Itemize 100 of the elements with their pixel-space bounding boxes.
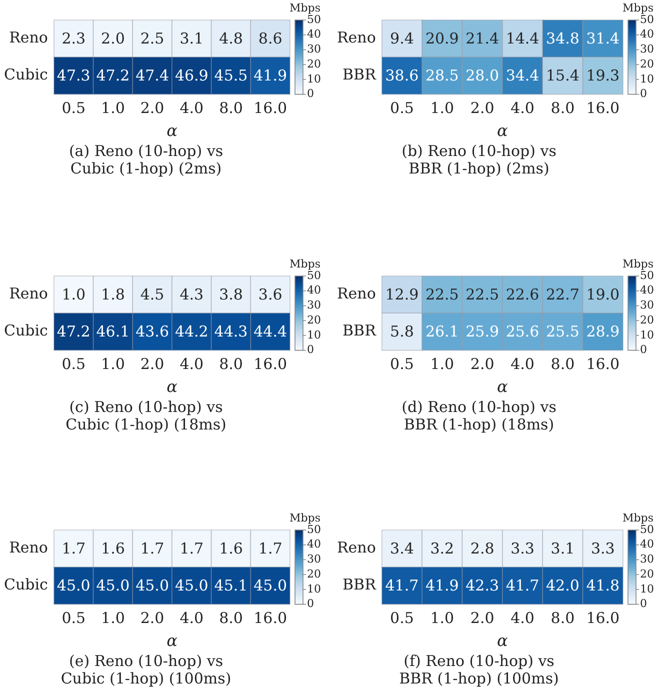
data-label: 1.7 <box>180 539 204 558</box>
data-label: 3.6 <box>258 285 282 304</box>
color-bar-title: Mbps <box>622 257 654 270</box>
color-bar-label: 40 <box>640 28 654 41</box>
color-bar-title: Mbps <box>290 1 321 14</box>
color-bar-label: 0 <box>307 343 314 356</box>
color-bar-label: 40 <box>640 284 654 297</box>
x-tick-label: 8.0 <box>219 99 243 118</box>
data-label: 2.0 <box>101 29 125 48</box>
x-tick-label: 16.0 <box>586 609 620 628</box>
x-tick-label: 2.0 <box>470 609 494 628</box>
data-label: 22.7 <box>546 285 580 304</box>
text: (a) Reno (10-hop) vs Cubic (1-hop) (2ms) <box>68 142 224 178</box>
data-label: 47.2 <box>56 322 90 341</box>
color-bar-label: 50 <box>640 522 654 536</box>
data-label: 45.0 <box>254 576 288 595</box>
x-axis-title: α <box>497 631 508 650</box>
x-tick-label: 0.5 <box>62 355 86 374</box>
data-label: 9.4 <box>390 29 414 48</box>
x-tick-label: 16.0 <box>254 609 288 628</box>
x-tick-label: 2.0 <box>140 99 164 118</box>
color-bar-label: 0 <box>640 343 647 356</box>
color-bar-label: 10 <box>307 72 321 86</box>
data-label: 43.6 <box>136 322 169 341</box>
y-tick-label: Cubic <box>4 66 48 84</box>
x-axis-title: α <box>497 377 508 396</box>
data-label: 45.5 <box>214 66 248 85</box>
data-label: 44.3 <box>214 322 248 341</box>
x-tick-label: 0.5 <box>62 609 86 628</box>
data-label: 26.1 <box>425 322 459 341</box>
data-label: 1.7 <box>62 539 86 558</box>
data-label: 19.0 <box>586 285 620 304</box>
y-tick-label: BBR <box>342 576 377 594</box>
x-tick-label: 8.0 <box>550 355 575 374</box>
color-bar-label: 0 <box>307 597 314 610</box>
color-bar-label: 40 <box>640 538 654 551</box>
data-label: 41.7 <box>385 576 419 595</box>
data-label: 47.3 <box>56 66 90 85</box>
data-label: 1.6 <box>101 539 125 558</box>
data-label: 8.6 <box>258 29 282 48</box>
color-bar-label: 30 <box>307 298 321 312</box>
x-tick-label: 0.5 <box>62 99 86 118</box>
x-tick-label: 16.0 <box>586 99 620 118</box>
data-label: 21.4 <box>466 29 500 48</box>
x-tick-label: 2.0 <box>470 355 494 374</box>
text: (c) Reno (10-hop) vs Cubic (1-hop) (18ms) <box>66 398 226 434</box>
x-tick-label: 16.0 <box>254 99 288 118</box>
data-label: 25.5 <box>546 322 580 341</box>
x-axis-title: α <box>166 121 178 140</box>
data-label: 38.6 <box>385 66 419 85</box>
color-bar-label: 0 <box>640 597 647 610</box>
data-label: 34.4 <box>506 66 540 85</box>
color-bar-label: 20 <box>640 313 654 326</box>
x-tick-label: 8.0 <box>219 609 243 628</box>
data-label: 20.9 <box>425 29 459 48</box>
data-label: 34.8 <box>546 29 580 48</box>
text: (b) Reno (10-hop) vs BBR (1-hop) (2ms) <box>402 142 556 178</box>
y-tick-label: Reno <box>336 284 376 302</box>
y-tick-label: Reno <box>336 28 376 46</box>
color-bar-label: 50 <box>307 522 321 536</box>
data-label: 28.0 <box>466 66 500 85</box>
data-label: 22.6 <box>506 285 540 304</box>
color-bar-label: 20 <box>307 313 321 326</box>
color-bar-title: Mbps <box>622 511 654 524</box>
data-label: 42.0 <box>546 576 580 595</box>
data-label: 2.5 <box>140 29 164 48</box>
data-label: 15.4 <box>546 66 580 85</box>
x-tick-label: 0.5 <box>390 99 414 118</box>
data-label: 1.6 <box>219 539 243 558</box>
data-label: 1.8 <box>101 285 125 304</box>
x-tick-label: 4.0 <box>510 609 534 628</box>
data-label: 1.7 <box>140 539 164 558</box>
x-tick-label: 2.0 <box>140 609 164 628</box>
data-label: 4.5 <box>140 285 164 304</box>
data-label: 4.3 <box>180 285 204 304</box>
color-bar-label: 50 <box>307 12 321 26</box>
data-label: 25.6 <box>506 322 540 341</box>
color-bar-label: 30 <box>640 552 654 566</box>
x-axis-title: α <box>497 121 508 140</box>
x-tick-label: 8.0 <box>550 99 575 118</box>
data-label: 2.8 <box>470 539 494 558</box>
data-label: 25.9 <box>466 322 500 341</box>
data-label: 3.8 <box>219 285 243 304</box>
data-label: 2.3 <box>62 29 86 48</box>
y-tick-label: Reno <box>336 538 376 556</box>
color-bar-label: 20 <box>640 57 654 70</box>
x-axis-title: α <box>166 631 178 650</box>
color-bar-label: 20 <box>307 567 321 580</box>
color-bar-label: 20 <box>307 57 321 70</box>
color-bar-label: 10 <box>640 582 654 596</box>
color-bar-label: 10 <box>640 328 654 342</box>
data-label: 14.4 <box>506 29 540 48</box>
color-bar-title: Mbps <box>622 1 654 14</box>
x-tick-label: 1.0 <box>101 355 125 374</box>
data-label: 44.2 <box>174 322 208 341</box>
data-label: 22.5 <box>466 285 500 304</box>
x-tick-label: 4.0 <box>510 355 534 374</box>
x-tick-label: 2.0 <box>140 355 164 374</box>
color-bar-label: 0 <box>307 87 314 100</box>
data-label: 41.9 <box>425 576 459 595</box>
